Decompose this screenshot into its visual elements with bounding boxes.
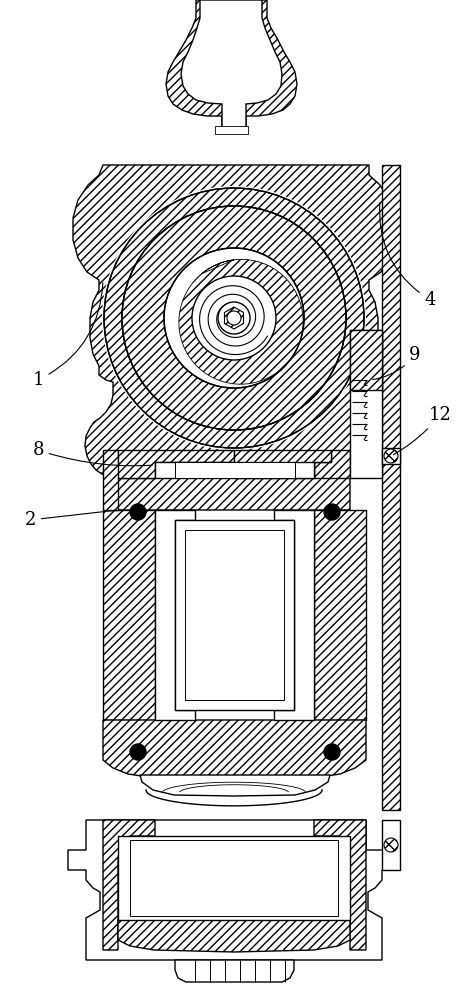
- Text: 1: 1: [32, 283, 103, 389]
- Polygon shape: [118, 450, 234, 478]
- Polygon shape: [181, 0, 282, 130]
- Polygon shape: [175, 462, 295, 478]
- Polygon shape: [68, 820, 400, 960]
- Polygon shape: [350, 330, 382, 478]
- Text: 9: 9: [373, 346, 421, 380]
- Polygon shape: [382, 448, 400, 464]
- Circle shape: [102, 186, 366, 450]
- Circle shape: [122, 206, 346, 430]
- Circle shape: [164, 248, 304, 388]
- Polygon shape: [274, 510, 314, 720]
- Polygon shape: [103, 820, 155, 950]
- Polygon shape: [103, 450, 155, 510]
- Text: 8: 8: [32, 441, 152, 466]
- Circle shape: [130, 504, 146, 520]
- Polygon shape: [314, 820, 366, 950]
- Polygon shape: [103, 510, 155, 720]
- Polygon shape: [175, 520, 294, 710]
- Polygon shape: [350, 330, 382, 390]
- Polygon shape: [155, 510, 195, 720]
- Circle shape: [122, 206, 346, 430]
- Polygon shape: [234, 450, 331, 478]
- Text: 2: 2: [24, 510, 115, 529]
- Circle shape: [324, 504, 340, 520]
- Circle shape: [130, 744, 146, 760]
- Polygon shape: [185, 530, 284, 700]
- Polygon shape: [118, 836, 350, 920]
- Polygon shape: [130, 840, 338, 916]
- Circle shape: [384, 838, 398, 852]
- Polygon shape: [215, 126, 248, 134]
- Circle shape: [104, 188, 364, 448]
- Polygon shape: [166, 0, 297, 130]
- Circle shape: [324, 744, 340, 760]
- Circle shape: [192, 276, 276, 360]
- Polygon shape: [140, 775, 330, 796]
- Polygon shape: [225, 307, 243, 329]
- Polygon shape: [155, 462, 314, 478]
- Circle shape: [227, 311, 241, 325]
- Polygon shape: [73, 165, 395, 510]
- Text: 4: 4: [379, 203, 436, 309]
- Polygon shape: [382, 820, 400, 870]
- Polygon shape: [382, 165, 400, 810]
- Polygon shape: [314, 450, 350, 478]
- Circle shape: [218, 302, 250, 334]
- Polygon shape: [179, 259, 303, 384]
- Polygon shape: [118, 920, 350, 952]
- Polygon shape: [314, 510, 366, 720]
- Text: 12: 12: [393, 406, 452, 455]
- Polygon shape: [103, 720, 366, 780]
- Circle shape: [384, 449, 398, 463]
- Polygon shape: [175, 960, 294, 982]
